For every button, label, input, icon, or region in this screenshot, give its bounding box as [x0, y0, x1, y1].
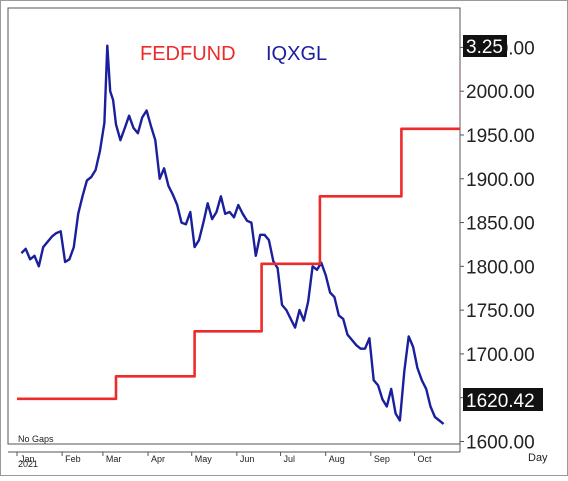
legend-iqxgl: IQXGL [266, 43, 327, 65]
x-tick-label: Mar [106, 454, 122, 464]
y-tick-label: 1600.00 [466, 432, 535, 453]
plot-panel [7, 7, 461, 445]
iqxgl-last-value-tag: 1620.42 [463, 388, 543, 412]
iqxgl-tag-box [463, 388, 543, 411]
x-tick-label: Feb [65, 454, 81, 464]
iqxgl-last-value: 1620.42 [466, 391, 535, 412]
series-layer [17, 44, 460, 425]
y-tick-label: 1800.00 [466, 257, 535, 278]
y-tick-label: 1750.00 [466, 301, 535, 322]
year-label: 2021 [18, 459, 38, 469]
x-tick-label: Aug [329, 454, 345, 464]
x-tick-label: Jan [20, 454, 35, 464]
y-tick-label: 2000.00 [466, 82, 535, 103]
fedfund-last-value-tag: 3.25 [463, 35, 507, 58]
y-tick-label: 1900.00 [466, 170, 535, 191]
x-tick-label: Oct [418, 454, 433, 464]
fedfund-tag-box [463, 35, 507, 57]
x-unit-label: Day [528, 452, 548, 464]
legend-fedfund: FEDFUND [140, 43, 236, 65]
no-gaps-label: No Gaps [18, 434, 54, 444]
x-tick-label: Apr [151, 454, 165, 464]
x-axis-ticks: Jan Feb Mar Apr May Jun Jul Aug Sep Oct [16, 452, 433, 464]
fedfund-series-line [17, 60, 460, 401]
y-tick-label: 1850.00 [466, 214, 535, 235]
x-tick-label: May [195, 454, 213, 464]
y-tick-label: 1950.00 [466, 126, 535, 147]
y-tick-label: 1700.00 [466, 345, 535, 366]
iqxgl-series-line [20, 44, 445, 425]
x-tick-label: Sep [374, 454, 390, 464]
fedfund-last-value: 3.25 [466, 37, 503, 58]
x-tick-label: Jul [284, 454, 296, 464]
x-tick-label: Jun [240, 454, 255, 464]
